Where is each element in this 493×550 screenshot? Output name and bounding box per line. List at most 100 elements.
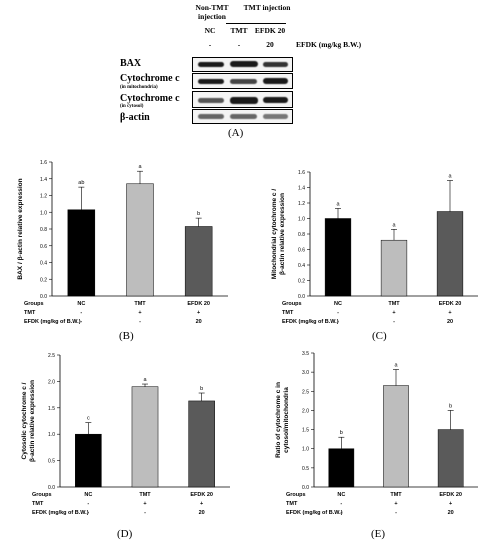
- significance-letter: b: [449, 403, 452, 409]
- significance-letter: ab: [78, 180, 84, 186]
- chart-cytochrome-ratio: 0.0 0.5 1.0 1.5 2.0 2.5 3.0 3.5 Ratio of cytochr…: [275, 351, 478, 516]
- tmt-value: -: [337, 310, 339, 316]
- y-tick-label: 1.5: [302, 428, 309, 434]
- y-tick-label: 1.0: [40, 210, 47, 216]
- y-axis-label: BAX / β-actin relative expression: [17, 178, 24, 279]
- row-sub-cyto-mito: (in mitochondria): [120, 85, 158, 90]
- significance-letter: b: [340, 430, 343, 436]
- efdk-value: 20: [448, 510, 454, 516]
- significance-letter: a: [394, 362, 398, 368]
- row-label-bax: BAX: [120, 58, 142, 69]
- efdk-unit-label: EFDK (mg/kg B.W.): [296, 40, 362, 49]
- tmt-value: +: [197, 310, 200, 316]
- efdk-row-label: EFDK (mg/kg of B.W.): [24, 319, 81, 325]
- groups-row-label: Groups: [24, 301, 44, 307]
- band: [198, 114, 224, 119]
- efdk-value: 20: [199, 510, 205, 516]
- y-tick-label: 0.5: [48, 459, 55, 465]
- tmt-row-label: TMT: [32, 501, 44, 507]
- y-tick-label: 2.5: [302, 389, 309, 395]
- tmt-value: +: [200, 501, 203, 507]
- bar-efdk-20: [437, 429, 464, 488]
- panel-label-d: (D): [117, 528, 133, 540]
- efdk-value: -: [393, 319, 395, 325]
- bar-tmt: [383, 385, 409, 488]
- y-tick-label: 0.8: [298, 232, 305, 238]
- y-tick-label: 0.0: [48, 485, 55, 491]
- band: [198, 62, 224, 67]
- panel-label-a: (A): [228, 127, 244, 139]
- tmt-value: +: [138, 310, 141, 316]
- blot-strip-cyto-cytosol: [192, 91, 293, 108]
- y-tick-label: 1.4: [298, 186, 305, 192]
- tmt-value: -: [87, 501, 89, 507]
- y-tick-label: 0.0: [302, 485, 309, 491]
- y-tick-label: 1.0: [48, 432, 55, 438]
- bar-tmt: [131, 386, 159, 488]
- x-tick-label: EFDK 20: [439, 492, 462, 498]
- y-tick-label: 1.0: [298, 217, 305, 223]
- y-tick-label: 0.0: [40, 294, 47, 300]
- x-tick-label: NC: [77, 301, 85, 307]
- bar-tmt: [380, 239, 408, 297]
- chart-cytosolic-cytochrome: 0.0 0.5 1.0 1.5 2.0 2.5 Cytosolic cytochrome c…: [21, 353, 230, 516]
- efdk-value: 20: [196, 319, 202, 325]
- band: [263, 97, 288, 103]
- band: [263, 114, 288, 119]
- band: [263, 62, 288, 67]
- y-tick-label: 2.5: [48, 353, 55, 359]
- y-tick-label: 0.4: [40, 261, 47, 267]
- significance-letter: b: [197, 211, 200, 217]
- chart-mito-cytochrome: 0.0 0.2 0.4 0.6 0.8 1.0 1.2 1.4 1.6 Mitochondrial…: [271, 170, 478, 325]
- efdk-value: 20: [447, 319, 453, 325]
- tmt-value: +: [448, 310, 451, 316]
- tmt-value: +: [449, 501, 452, 507]
- y-tick-label: 1.2: [40, 194, 47, 200]
- y-tick-label: 0.0: [298, 294, 305, 300]
- bar-nc: [324, 218, 352, 297]
- band: [230, 114, 257, 119]
- tmt-row-label: TMT: [282, 310, 294, 316]
- x-tick-label: EFDK 20: [190, 492, 213, 498]
- bar-efdk-20: [188, 400, 215, 488]
- y-axis-label: Ratio of cytochrome c in: [275, 382, 282, 458]
- band: [230, 61, 258, 67]
- efdk-value: -: [144, 510, 146, 516]
- y-axis-label: cytosol/mitochondria: [283, 387, 290, 453]
- lane-label-efdk: EFDK 20: [254, 26, 286, 35]
- lane-label-nc: NC: [204, 26, 216, 35]
- bar-nc: [67, 209, 96, 297]
- row-label-beta-actin: β-actin: [120, 112, 150, 123]
- band: [263, 78, 288, 84]
- y-tick-label: 0.4: [298, 263, 305, 269]
- panel-label-e: (E): [371, 528, 386, 540]
- y-tick-label: 2.0: [302, 408, 309, 414]
- groups-row-label: Groups: [286, 492, 306, 498]
- efdk-value-tmt: -: [237, 40, 241, 49]
- efdk-value: -: [139, 319, 141, 325]
- chart-bax: 0.0 0.2 0.4 0.6 0.8 1.0 1.2 1.4 1.6 BAX / β-actin…: [17, 160, 228, 325]
- x-tick-label: TMT: [390, 492, 402, 498]
- y-tick-label: 1.6: [40, 160, 47, 166]
- band: [198, 98, 224, 103]
- efdk-value: -: [337, 319, 339, 325]
- significance-letter: a: [138, 164, 142, 170]
- efdk-row-label: EFDK (mg/kg of B.W.): [32, 510, 89, 516]
- header-non-tmt: Non-TMT injection: [195, 3, 229, 21]
- bar-efdk-20: [436, 211, 464, 297]
- tmt-value: +: [394, 501, 397, 507]
- significance-letter: a: [392, 222, 396, 228]
- x-tick-label: NC: [84, 492, 92, 498]
- efdk-row-label: EFDK (mg/kg of B.W.): [286, 510, 343, 516]
- header-tmt-line: [226, 23, 286, 24]
- tmt-row-label: TMT: [24, 310, 36, 316]
- significance-letter: a: [448, 174, 452, 180]
- tmt-value: -: [80, 310, 82, 316]
- groups-row-label: Groups: [32, 492, 52, 498]
- y-tick-label: 0.8: [40, 227, 47, 233]
- y-tick-label: 3.0: [302, 370, 309, 376]
- x-tick-label: NC: [334, 301, 342, 307]
- efdk-value: -: [87, 510, 89, 516]
- tmt-value: -: [340, 501, 342, 507]
- header-tmt: TMT injection: [243, 3, 291, 12]
